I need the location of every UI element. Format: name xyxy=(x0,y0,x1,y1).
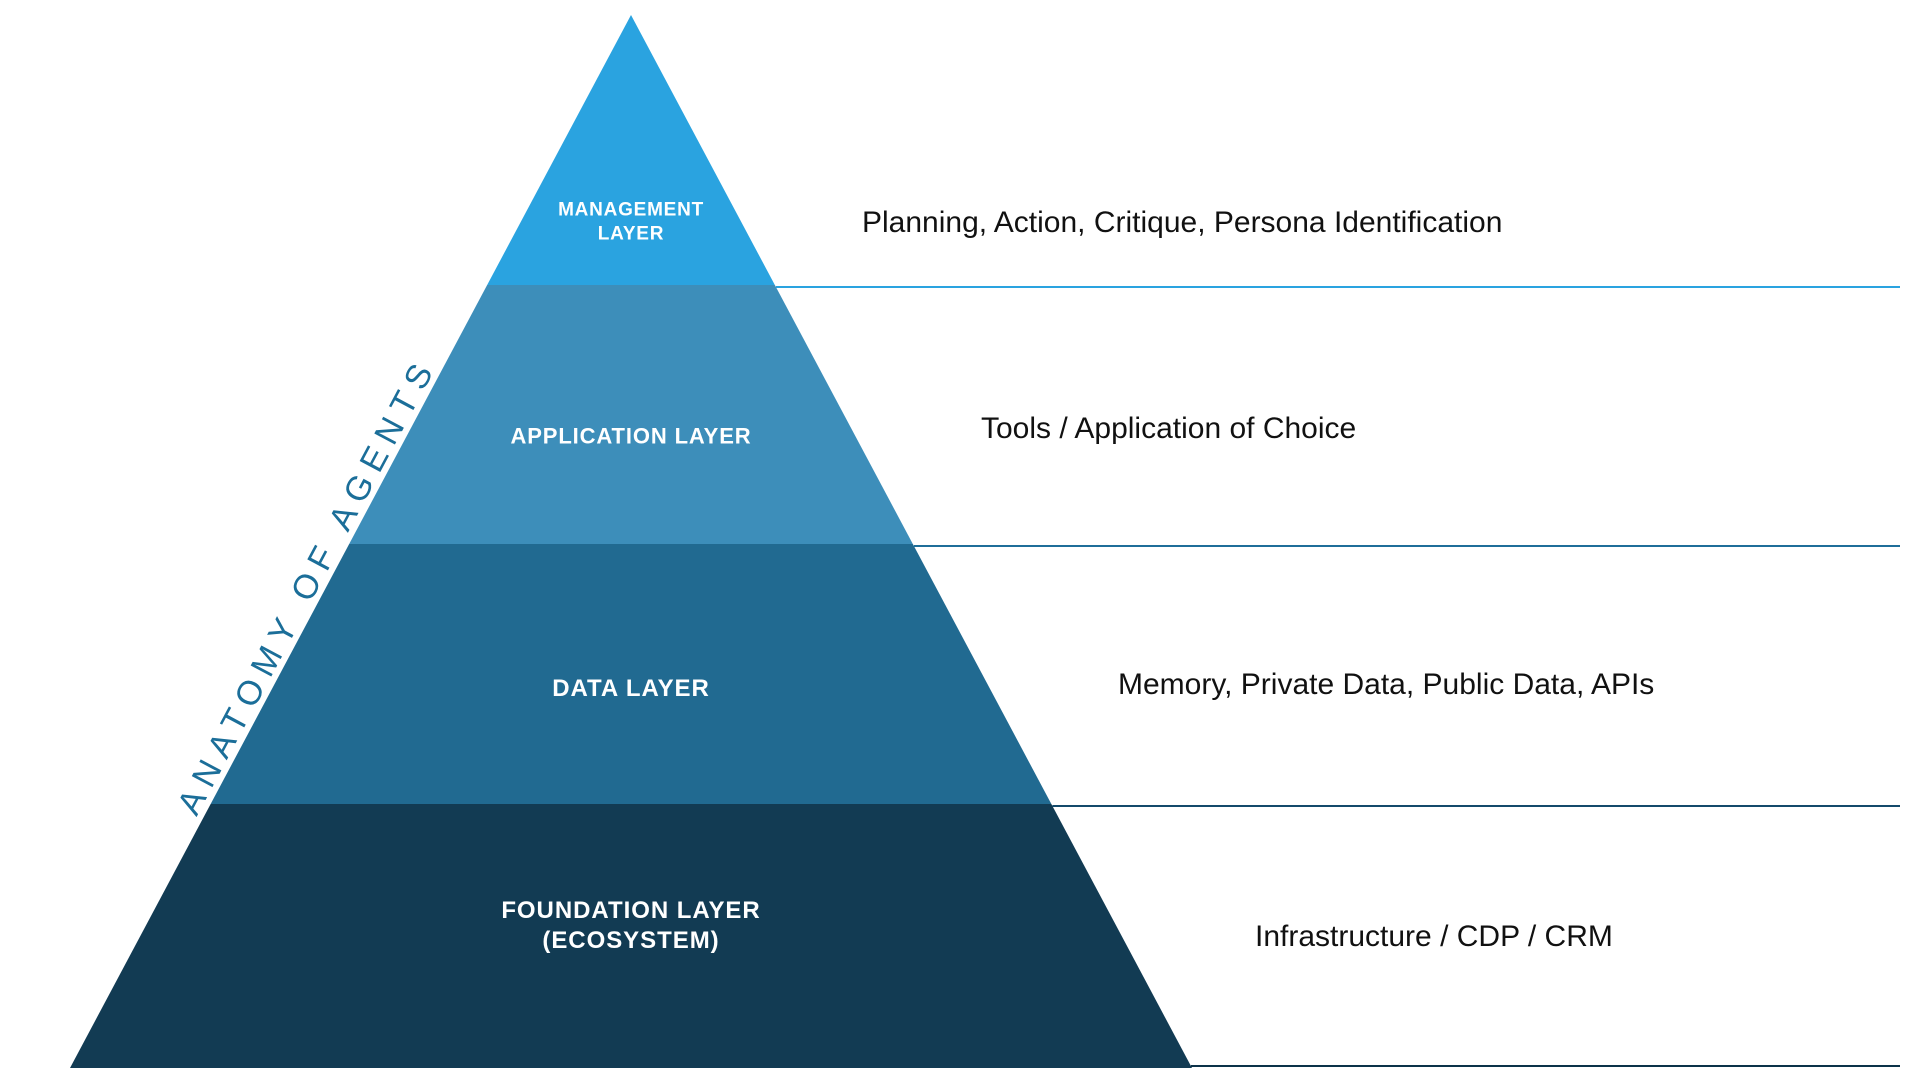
desc-data: Memory, Private Data, Public Data, APIs xyxy=(1118,668,1654,702)
layer-label-data: DATA LAYER xyxy=(552,674,710,704)
layer-label-application: APPLICATION LAYER xyxy=(510,422,751,450)
desc-foundation: Infrastructure / CDP / CRM xyxy=(1255,920,1613,954)
layer-label-management: MANAGEMENT LAYER xyxy=(558,198,704,246)
layer-label-foundation: FOUNDATION LAYER (ECOSYSTEM) xyxy=(501,896,760,956)
pyramid-svg xyxy=(0,0,1920,1080)
pyramid-band-1 xyxy=(349,285,913,544)
desc-management: Planning, Action, Critique, Persona Iden… xyxy=(862,206,1502,240)
pyramid-diagram: ANATOMY OF AGENTS MANAGEMENT LAYER APPLI… xyxy=(0,0,1920,1080)
desc-application: Tools / Application of Choice xyxy=(981,412,1356,446)
